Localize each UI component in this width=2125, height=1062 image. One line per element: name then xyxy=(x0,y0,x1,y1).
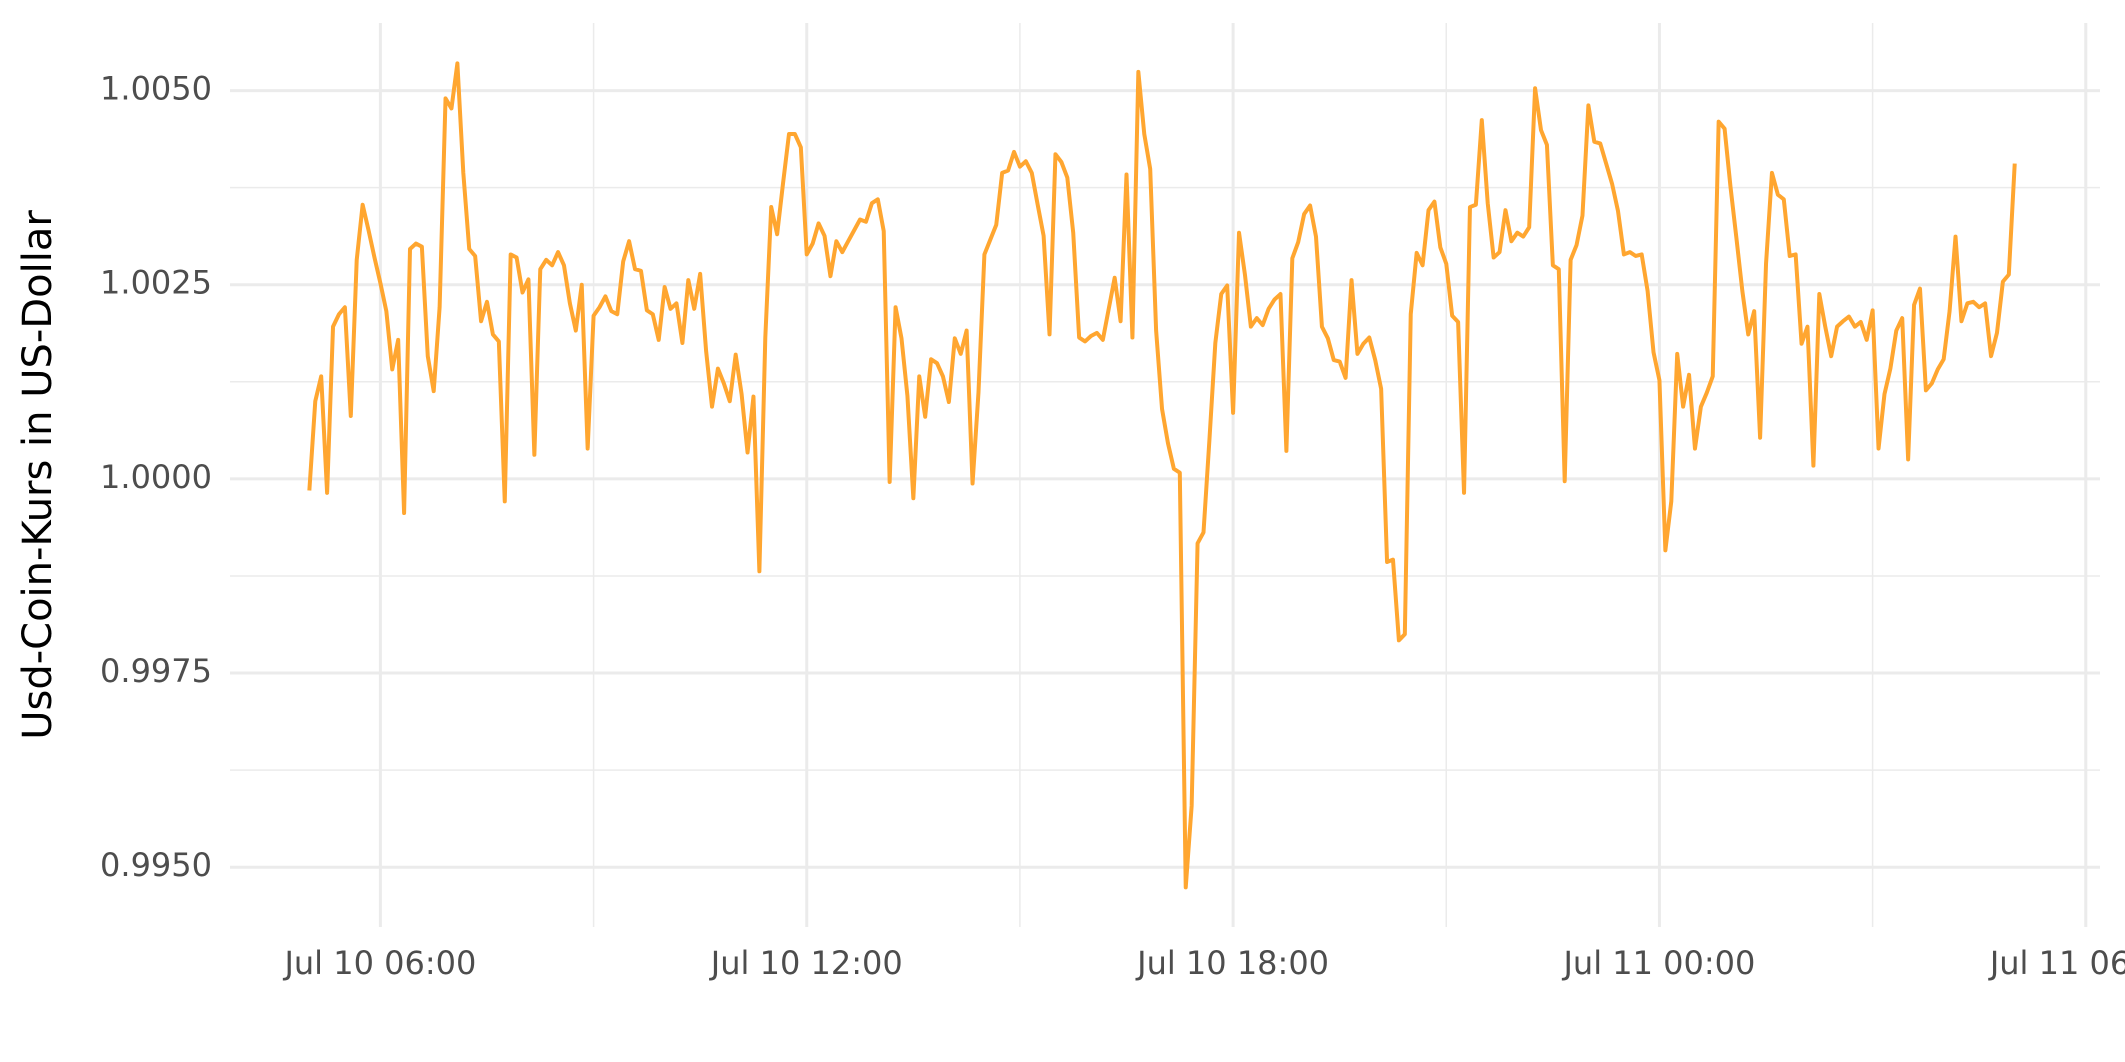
price-line xyxy=(307,61,2017,890)
y-tick-label: 0.9950 xyxy=(100,846,212,884)
x-tick-label: Jul 11 00:00 xyxy=(1561,944,1755,982)
y-tick-label: 1.0025 xyxy=(100,264,212,302)
x-tick-label: Jul 10 12:00 xyxy=(709,944,903,982)
x-tick-label: Jul 10 06:00 xyxy=(282,944,476,982)
y-tick-label: 0.9975 xyxy=(100,652,212,690)
y-axis-title: Usd-Coin-Kurs in US-Dollar xyxy=(15,210,61,740)
y-tick-label: 1.0000 xyxy=(100,458,212,496)
grid xyxy=(230,23,2100,927)
x-tick-label: Jul 11 06:00 xyxy=(1988,944,2125,982)
y-tick-label: 1.0050 xyxy=(100,70,212,108)
x-tick-label: Jul 10 18:00 xyxy=(1135,944,1329,982)
